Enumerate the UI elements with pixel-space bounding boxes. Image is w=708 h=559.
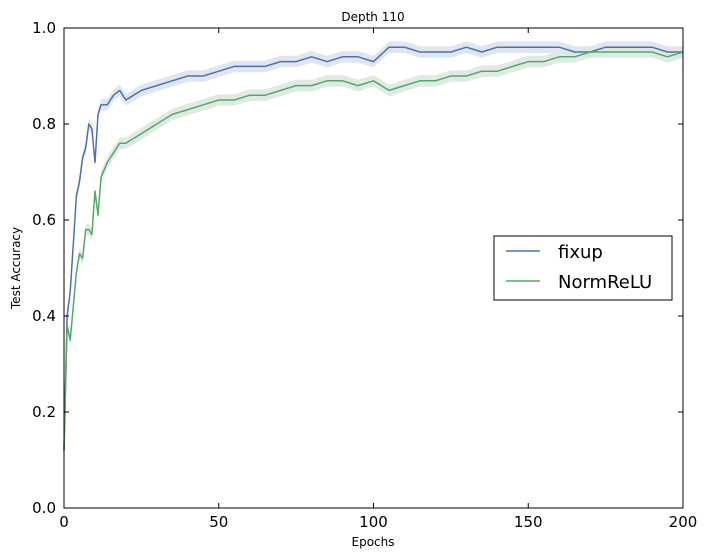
x-tick-label: 150 <box>514 513 543 531</box>
series-line-normrelu <box>63 51 684 451</box>
x-tick-label: 200 <box>669 513 698 531</box>
y-tick-label: 0.0 <box>32 499 56 517</box>
series-lines <box>63 46 684 451</box>
legend-label-normrelu: NormReLU <box>558 272 652 293</box>
x-tick-label: 50 <box>209 513 228 531</box>
series-line-fixup <box>63 46 683 451</box>
y-tick-label: 0.8 <box>32 115 56 133</box>
legend: fixup NormReLU <box>493 235 673 301</box>
legend-box <box>493 235 673 301</box>
y-axis: 0.0 0.2 0.4 0.6 0.8 1.0 <box>32 19 683 517</box>
y-tick-label: 0.2 <box>32 403 56 421</box>
x-tick-label: 0 <box>59 513 69 531</box>
chart-title: Depth 110 <box>341 10 404 24</box>
y-axis-title: Test Accuracy <box>9 227 23 310</box>
x-tick-label: 100 <box>359 513 388 531</box>
x-axis: 0 50 100 150 200 <box>59 28 697 531</box>
y-tick-label: 0.6 <box>32 211 56 229</box>
y-tick-label: 1.0 <box>32 19 56 37</box>
legend-label-fixup: fixup <box>558 242 603 263</box>
x-axis-title: Epochs <box>352 535 395 549</box>
y-tick-label: 0.4 <box>32 307 56 325</box>
